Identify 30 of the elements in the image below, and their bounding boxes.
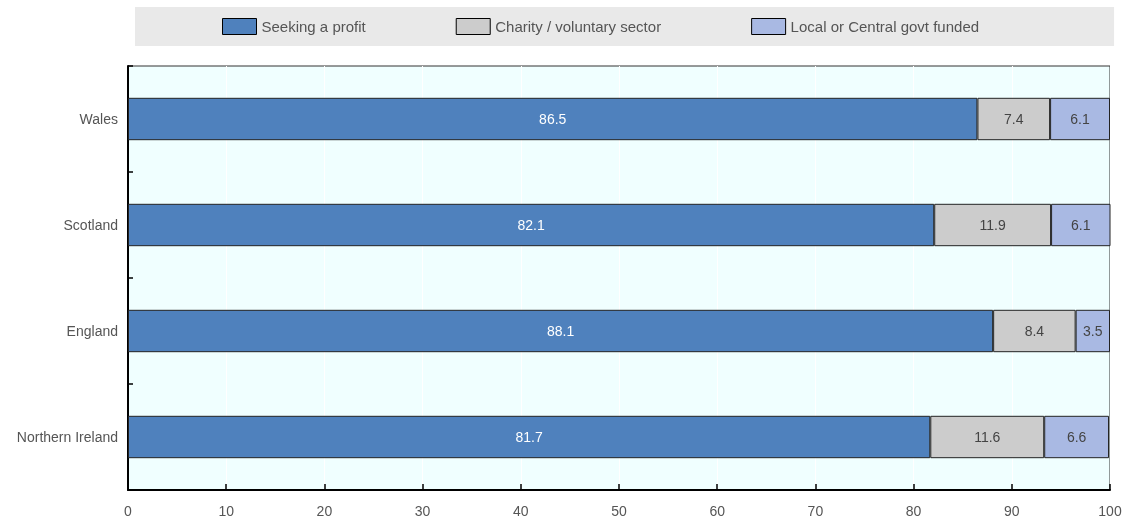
x-tick-label: 70 — [807, 503, 824, 519]
y-tick-label: England — [66, 323, 118, 339]
data-label: 6.6 — [1066, 429, 1087, 445]
data-label: 81.7 — [515, 429, 543, 445]
x-tick-label: 20 — [316, 503, 333, 519]
x-tick-label: 100 — [1098, 503, 1122, 519]
data-label: 3.5 — [1083, 323, 1103, 339]
x-tick-label: 80 — [905, 503, 922, 519]
data-label: 11.6 — [974, 429, 1001, 445]
x-tick-label: 30 — [414, 503, 431, 519]
x-tick-label: 0 — [124, 503, 133, 519]
x-tick-label: 50 — [611, 503, 627, 519]
data-label: 7.4 — [1004, 111, 1024, 127]
legend-label: Charity / voluntary sector — [495, 18, 662, 35]
y-tick-label: Wales — [79, 111, 118, 127]
x-tick-label: 40 — [513, 503, 529, 519]
data-label: 8.4 — [1024, 323, 1045, 339]
y-tick-label: Northern Ireland — [16, 429, 118, 445]
legend-label: Seeking a profit — [261, 18, 367, 35]
data-label: 6.1 — [1070, 111, 1090, 127]
data-label: 86.5 — [539, 111, 567, 127]
x-tick-label: 60 — [709, 503, 726, 519]
y-tick-label: Scotland — [63, 217, 118, 233]
x-tick-label: 10 — [218, 503, 235, 519]
legend-label: Local or Central govt funded — [790, 18, 980, 35]
data-label: 82.1 — [517, 217, 545, 233]
x-tick-label: 90 — [1004, 503, 1020, 519]
data-label: 11.9 — [979, 217, 1006, 233]
data-label: 88.1 — [546, 323, 575, 339]
data-label: 6.1 — [1071, 217, 1091, 233]
